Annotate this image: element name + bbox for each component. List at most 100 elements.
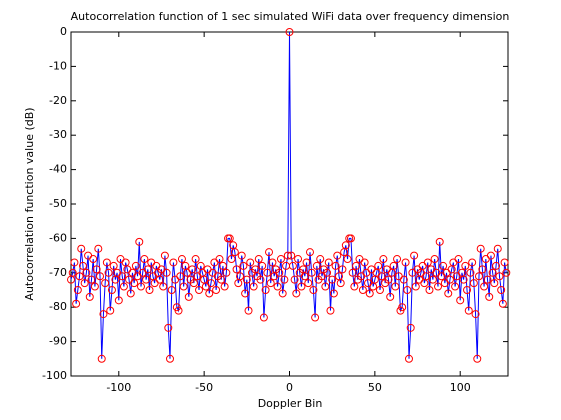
data-point (350, 282, 359, 291)
data-point (485, 292, 494, 301)
data-point (177, 255, 186, 264)
data-point (323, 268, 332, 277)
data-point (230, 248, 239, 257)
y-tick-label: -30 (49, 128, 67, 141)
y-tick-label: -20 (49, 94, 67, 107)
data-point (218, 261, 227, 270)
data-point (273, 282, 282, 291)
data-point (259, 313, 268, 322)
data-point (96, 272, 105, 281)
data-point (285, 28, 294, 36)
data-point (266, 279, 275, 288)
data-point (191, 255, 200, 264)
data-point (352, 261, 361, 270)
data-point (478, 265, 487, 274)
x-tick-label: 50 (368, 381, 382, 394)
data-point (82, 268, 91, 277)
data-point (220, 282, 229, 291)
y-tick-label: -40 (49, 163, 67, 176)
data-point (386, 292, 395, 301)
data-point (142, 275, 151, 284)
data-point (294, 255, 303, 264)
data-point (92, 265, 101, 274)
data-point (391, 282, 400, 291)
data-point (461, 261, 470, 270)
data-point (254, 255, 263, 264)
data-point (155, 275, 164, 284)
data-point (287, 251, 296, 260)
data-point (256, 275, 265, 284)
data-point (422, 272, 431, 281)
x-tick-label: -100 (106, 381, 131, 394)
data-point (305, 248, 314, 257)
data-point (497, 286, 506, 294)
data-point (99, 310, 108, 319)
data-point (459, 275, 468, 284)
data-point (136, 282, 145, 291)
data-point (406, 323, 415, 332)
data-point (106, 306, 115, 315)
data-point (72, 299, 81, 308)
data-point (212, 286, 221, 294)
data-point (375, 286, 384, 294)
data-point (430, 255, 439, 264)
data-point (410, 251, 419, 260)
data-point (348, 268, 357, 277)
data-point (292, 289, 301, 298)
data-point (435, 237, 444, 246)
data-point (135, 237, 144, 246)
data-point (126, 289, 135, 298)
data-point (227, 255, 236, 264)
data-point (384, 275, 393, 284)
data-line (70, 31, 507, 359)
data-point (276, 255, 285, 264)
data-point (439, 261, 448, 270)
y-tick-label: -90 (49, 335, 67, 348)
data-point (246, 258, 255, 267)
data-point (307, 268, 316, 277)
data-point (393, 255, 402, 264)
data-point (329, 289, 338, 298)
y-tick-label: -10 (49, 59, 67, 72)
data-point (131, 261, 140, 270)
data-point (346, 234, 355, 243)
data-point (258, 261, 267, 270)
data-point (174, 306, 183, 315)
y-tick-label: -100 (42, 369, 67, 382)
data-point (87, 275, 96, 284)
data-point (377, 272, 386, 281)
data-point (107, 286, 116, 294)
data-point (164, 323, 173, 332)
data-point (312, 261, 321, 270)
data-point (176, 272, 185, 281)
data-point (297, 282, 306, 291)
data-point (466, 268, 475, 277)
data-point (493, 244, 502, 253)
data-point (486, 251, 495, 260)
data-point (77, 244, 86, 253)
data-point (179, 282, 188, 291)
y-tick-label: -50 (49, 197, 67, 210)
y-tick-label: -60 (49, 231, 67, 244)
data-point (222, 268, 231, 277)
data-point (333, 251, 342, 260)
data-point (471, 310, 480, 319)
data-point (85, 292, 94, 301)
data-point (425, 286, 434, 294)
y-tick-label: 0 (60, 25, 67, 38)
data-point (302, 258, 311, 267)
data-point (374, 261, 383, 270)
y-tick-label: -70 (49, 266, 67, 279)
data-point (242, 275, 251, 284)
data-point (169, 258, 178, 267)
chart-title: Autocorrelation function of 1 sec simula… (71, 10, 510, 23)
data-point (321, 282, 330, 291)
data-point (249, 282, 258, 291)
data-point (140, 255, 149, 264)
data-point (498, 299, 507, 308)
data-point (488, 268, 497, 277)
data-point (68, 268, 77, 277)
data-point (275, 268, 284, 277)
